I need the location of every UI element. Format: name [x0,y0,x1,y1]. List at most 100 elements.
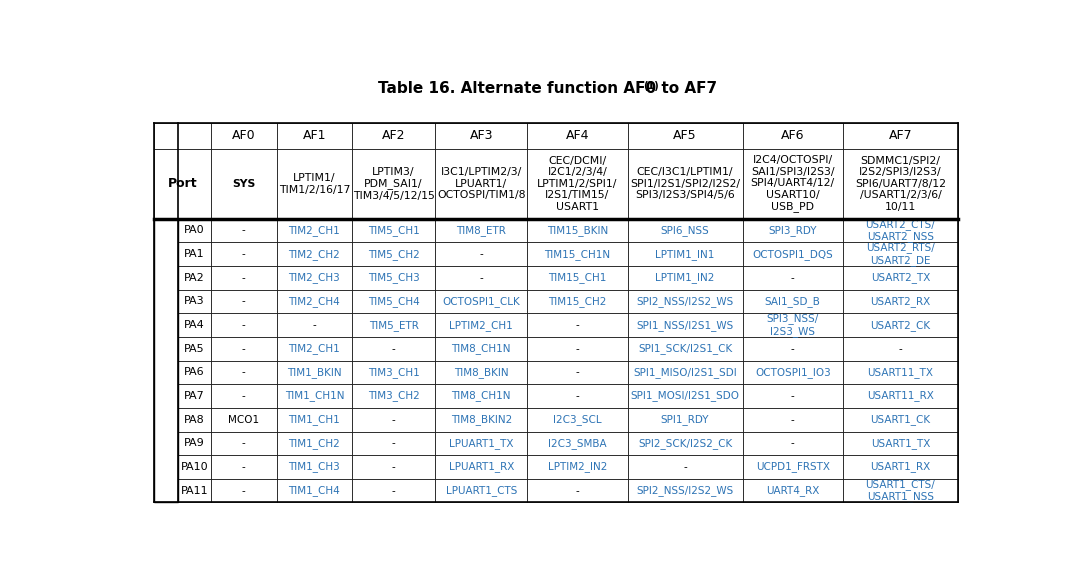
Bar [628,431,743,455]
Text: -: - [242,462,246,472]
Text: SDMMC1/SPI2/
I2S2/SPI3/I2S3/
SPI6/UART7/8/12
/USART1/2/3/6/
10/11: SDMMC1/SPI2/ I2S2/SPI3/I2S3/ SPI6/UART7/… [855,155,946,212]
Text: -: - [791,438,794,448]
Text: TIM15_CH1: TIM15_CH1 [548,272,606,284]
Text: TIM8_CH1N: TIM8_CH1N [451,343,511,354]
Text: -: - [242,485,246,496]
Bar [843,384,958,408]
Bar [743,149,843,219]
Bar [154,479,179,502]
Text: -: - [575,485,579,496]
Text: TIM15_CH1N: TIM15_CH1N [544,249,610,260]
Bar [628,290,743,313]
Text: SPI6_NSS: SPI6_NSS [661,225,710,236]
Text: MCO1: MCO1 [228,414,260,425]
Bar [435,219,527,242]
Bar [527,290,628,313]
Bar [628,384,743,408]
Text: TIM5_CH3: TIM5_CH3 [368,272,419,284]
Bar [743,455,843,479]
Bar [211,455,277,479]
Bar [843,149,958,219]
Bar [352,479,435,502]
Bar [743,408,843,431]
Bar [211,479,277,502]
Bar [743,313,843,337]
Bar [435,361,527,384]
Text: LPTIM1_IN2: LPTIM1_IN2 [655,272,715,284]
Text: LPTIM1/
TIM1/2/16/17: LPTIM1/ TIM1/2/16/17 [279,173,350,194]
Bar [352,290,435,313]
Bar [352,455,435,479]
Bar [154,431,179,455]
Bar [628,313,743,337]
Bar [154,455,179,479]
Bar [628,149,743,219]
Bar [277,290,352,313]
Bar [628,242,743,266]
Bar [277,337,352,361]
Text: SPI2_NSS/I2S2_WS: SPI2_NSS/I2S2_WS [636,485,733,496]
Text: SPI2_NSS/I2S2_WS: SPI2_NSS/I2S2_WS [636,296,733,307]
Bar [154,384,179,408]
Text: -: - [479,273,483,283]
Text: TIM5_CH4: TIM5_CH4 [368,296,419,307]
Bar [527,455,628,479]
Text: USART1_RX: USART1_RX [870,462,931,472]
Text: TIM1_CH4: TIM1_CH4 [289,485,340,496]
Text: PA0: PA0 [184,226,204,235]
Text: PA6: PA6 [184,367,204,378]
Bar [154,361,179,384]
Bar [843,479,958,502]
Text: -: - [391,462,396,472]
Bar [435,266,527,290]
Text: AF4: AF4 [566,129,589,142]
Bar [179,219,211,242]
Text: TIM5_ETR: TIM5_ETR [369,320,418,331]
Text: TIM1_CH3: TIM1_CH3 [289,462,340,472]
Text: -: - [242,320,246,330]
Bar [154,408,179,431]
Text: USART11_TX: USART11_TX [868,367,933,378]
Bar [277,266,352,290]
Bar [628,455,743,479]
Text: TIM8_BKIN: TIM8_BKIN [454,367,509,378]
Text: I2C3_SMBA: I2C3_SMBA [548,438,607,448]
Bar [154,242,179,266]
Bar [435,149,527,219]
Text: TIM3_CH1: TIM3_CH1 [368,367,419,378]
Text: USART2_RX: USART2_RX [870,296,931,307]
Bar [211,337,277,361]
Text: PA3: PA3 [184,297,204,306]
Text: -: - [791,344,794,354]
Bar [743,266,843,290]
Bar [527,431,628,455]
Bar [179,384,211,408]
Bar [352,149,435,219]
Text: PA5: PA5 [184,344,204,354]
Text: SPI2_SCK/I2S2_CK: SPI2_SCK/I2S2_CK [638,438,732,448]
Text: LPTIM3/
PDM_SAI1/
TIM3/4/5/12/15: LPTIM3/ PDM_SAI1/ TIM3/4/5/12/15 [353,167,434,201]
Text: AF3: AF3 [469,129,493,142]
Bar [743,384,843,408]
Bar [277,313,352,337]
Text: -: - [242,273,246,283]
Bar [843,290,958,313]
Bar [277,361,352,384]
Bar [527,408,628,431]
Bar [843,337,958,361]
Bar [211,149,277,219]
Text: TIM5_CH1: TIM5_CH1 [368,225,419,236]
Text: -: - [683,462,687,472]
Bar [843,219,958,242]
Bar [435,313,527,337]
Text: TIM1_CH2: TIM1_CH2 [289,438,340,448]
Bar [628,122,743,149]
Text: TIM15_CH2: TIM15_CH2 [548,296,606,307]
Text: SPI1_MISO/I2S1_SDI: SPI1_MISO/I2S1_SDI [633,367,737,378]
Text: LPTIM2_IN2: LPTIM2_IN2 [547,462,607,472]
Text: -: - [391,344,396,354]
Bar [743,242,843,266]
Bar [352,122,435,149]
Bar [743,122,843,149]
Text: TIM2_CH1: TIM2_CH1 [289,225,340,236]
